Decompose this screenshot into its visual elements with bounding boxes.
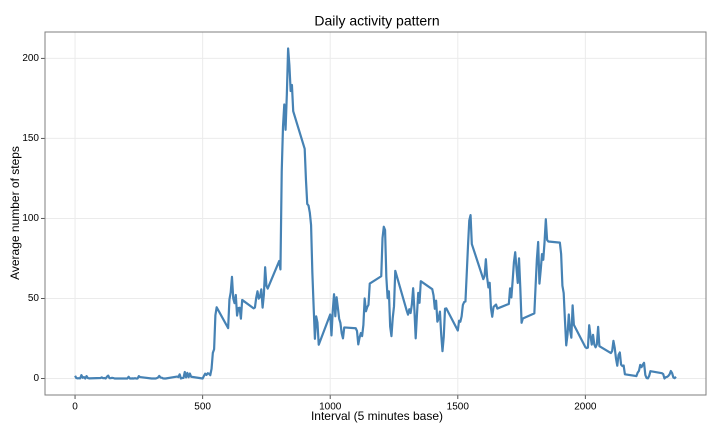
y-tick-label: 100 <box>22 213 39 224</box>
chart-title: Daily activity pattern <box>314 13 439 29</box>
y-axis-title: Average number of steps <box>8 146 22 280</box>
x-tick-label: 500 <box>194 402 211 413</box>
x-tick-label: 1500 <box>447 402 470 413</box>
x-axis-title: Interval (5 minutes base) <box>311 409 443 423</box>
x-tick-label: 0 <box>72 402 78 413</box>
y-tick-label: 150 <box>22 133 39 144</box>
data-line <box>74 47 677 380</box>
plot-border <box>44 31 707 396</box>
y-tick-label: 0 <box>33 373 39 384</box>
x-tick-label: 2000 <box>574 402 597 413</box>
x-tick-label: 1000 <box>319 402 342 413</box>
y-tick-label: 50 <box>28 293 40 304</box>
y-tick-label: 200 <box>22 53 39 64</box>
